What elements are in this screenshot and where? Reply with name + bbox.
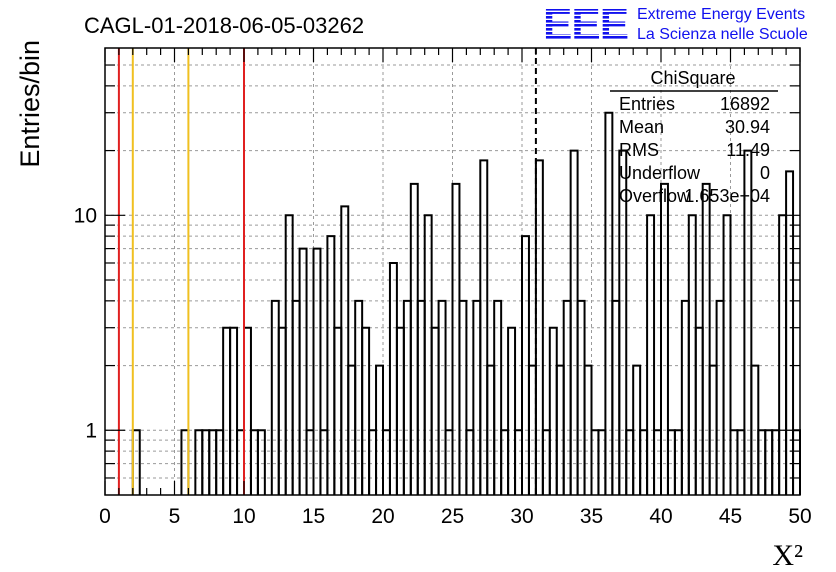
stats-label-entries: Entries: [619, 94, 675, 114]
x-tick-label: 0: [99, 505, 111, 528]
stats-value-entries: 16892: [720, 94, 770, 114]
x-tick-label: 25: [441, 505, 464, 528]
histogram-bar: [222, 326, 232, 495]
logo-line-1: Extreme Energy Events: [637, 6, 805, 23]
x-axis-label: X²: [772, 539, 803, 572]
x-tick-label: 5: [169, 505, 181, 528]
histogram-bar: [333, 326, 343, 495]
histogram-bar: [458, 299, 468, 495]
stats-value-mean: 30.94: [725, 117, 770, 137]
histogram-bar: [388, 261, 398, 495]
x-tick-label: 30: [510, 505, 533, 528]
histogram-bar: [687, 214, 697, 495]
stats-label-mean: Mean: [619, 117, 664, 137]
eee-logo-mark: EEE: [543, 0, 629, 49]
stats-value-underflow: 0: [760, 163, 770, 183]
histogram-bar: [785, 170, 795, 495]
histogram-bar: [451, 182, 461, 495]
eee-logo: EEE Extreme Energy Events La Scienza nel…: [543, 0, 808, 49]
chart-title: CAGL-01-2018-06-05-03262: [84, 13, 364, 38]
histogram-bar: [479, 159, 489, 495]
histogram-bar: [569, 149, 579, 495]
histogram-bar: [534, 159, 544, 495]
stats-label-underflow: Underflow: [619, 163, 701, 183]
histogram-bar: [243, 326, 252, 495]
histogram-bar: [646, 214, 656, 495]
histogram-bar: [493, 299, 503, 495]
y-tick-label: 1: [85, 419, 97, 442]
y-tick-label: 10: [74, 204, 97, 227]
histogram-bar: [312, 247, 322, 495]
x-tick-label: 40: [649, 505, 672, 528]
histogram-bar: [618, 149, 628, 495]
histogram-bar: [722, 214, 732, 495]
histogram-bar: [660, 182, 669, 495]
histogram-bar: [361, 326, 371, 495]
axis-ticks: 0 5 10 15 20 25 30 35 40 45 50 1 10: [74, 48, 812, 528]
histogram-bar: [291, 299, 301, 495]
histogram-bars: [131, 111, 801, 495]
x-tick-label: 20: [371, 505, 394, 528]
histogram-bar: [472, 299, 482, 495]
histogram-bar: [778, 214, 788, 495]
histogram-bar: [423, 214, 433, 495]
stats-label-rms: RMS: [619, 140, 659, 160]
histogram-bar: [680, 299, 690, 495]
histogram-bar: [229, 326, 239, 495]
histogram-bar: [395, 326, 405, 495]
histogram-bar: [256, 429, 266, 495]
x-tick-label: 35: [580, 505, 603, 528]
stats-box: ChiSquare Entries 16892 Mean 30.94 RMS 1…: [610, 68, 778, 206]
histogram-bar: [507, 326, 517, 495]
histogram-bar: [409, 182, 419, 495]
histogram-bar: [576, 299, 586, 495]
histogram-bar: [270, 299, 280, 495]
stats-title: ChiSquare: [650, 68, 735, 88]
histogram-bar: [284, 214, 294, 495]
histogram-bar: [402, 299, 412, 495]
histogram-bar: [354, 299, 364, 495]
y-axis-label: Entries/bin: [15, 40, 45, 168]
histogram-bar: [416, 299, 426, 495]
histogram-bar: [715, 299, 725, 495]
x-tick-label: 15: [302, 505, 325, 528]
histogram-bar: [340, 205, 350, 495]
histogram-bar: [277, 326, 287, 495]
histogram-bar: [548, 326, 558, 495]
histogram-bar: [743, 149, 753, 495]
x-tick-label: 45: [719, 505, 742, 528]
logo-line-2: La Scienza nelle Scuole: [637, 26, 808, 43]
x-tick-label: 50: [788, 505, 811, 528]
histogram-bar: [430, 326, 440, 495]
histogram-bar: [298, 247, 308, 495]
stats-value-rms: 11.49: [726, 140, 770, 160]
stats-label-overflow: Overflow: [619, 186, 691, 206]
histogram-bar: [604, 111, 614, 495]
grid-lines: [105, 48, 800, 495]
histogram-bar: [437, 299, 447, 495]
histogram-bar: [701, 182, 711, 495]
histogram-bar: [694, 326, 704, 495]
stats-value-overflow: 1.653e+04: [684, 186, 770, 206]
x-tick-label: 10: [232, 505, 255, 528]
threshold-lines: [117, 48, 537, 495]
eee-letters: EEE: [543, 0, 628, 49]
histogram-bar: [611, 299, 621, 495]
histogram-bar: [562, 299, 572, 495]
